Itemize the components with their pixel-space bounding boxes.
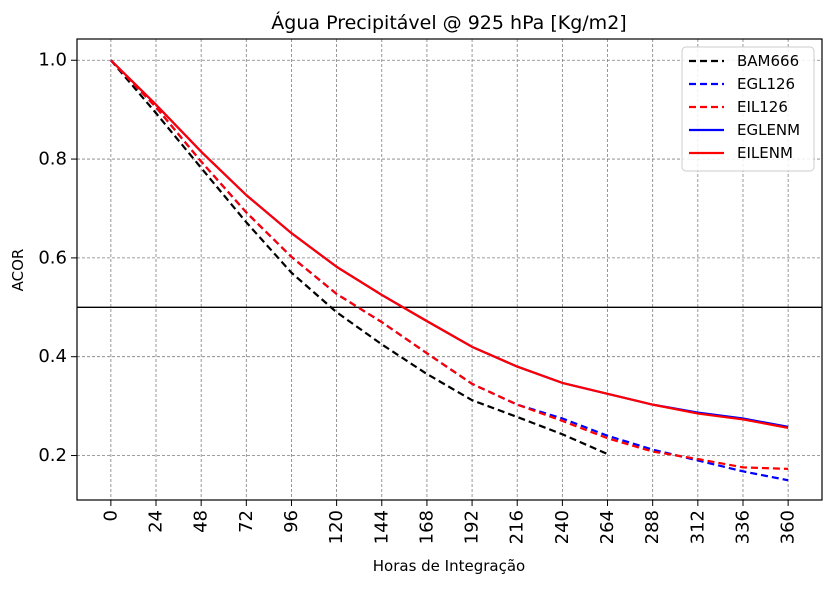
y-tick-label: 0.8	[38, 149, 67, 170]
plot-frame	[76, 38, 823, 501]
x-tick-label: 216	[507, 510, 528, 544]
x-tick-label: 264	[597, 510, 618, 544]
series-line-bam666	[110, 59, 608, 456]
legend-box	[681, 46, 815, 172]
chart-title: Água Precipitável @ 925 hPa [Kg/m2]	[271, 11, 626, 34]
y-tick-label: 0.4	[38, 346, 67, 367]
x-tick-label: 0	[100, 510, 121, 521]
x-tick-label: 360	[778, 510, 799, 544]
x-tick-label: 288	[642, 510, 663, 544]
x-tick-label: 192	[462, 510, 483, 544]
legend-label-eil126: EIL126	[737, 98, 788, 116]
legend-label-eilenm: EILENM	[737, 144, 793, 162]
legend-items: BAM666 EGL126 EIL126 EGLENM EILENM	[689, 52, 800, 162]
x-axis-label: Horas de Integração	[373, 557, 525, 575]
y-tick-label: 0.2	[38, 445, 67, 466]
series-layer	[110, 59, 789, 482]
x-tick-label: 96	[281, 510, 302, 533]
x-tick-label: 312	[687, 510, 708, 544]
y-tick-label: 1.0	[38, 50, 67, 71]
x-tick-label: 24	[146, 510, 167, 533]
y-tick-label: 0.6	[38, 247, 67, 268]
x-tick-label: 120	[326, 510, 347, 544]
y-axis-ticks: 0.2 0.4 0.6 0.8 1.0	[38, 50, 77, 466]
series-line-eilenm	[110, 59, 789, 429]
x-tick-label: 240	[552, 510, 573, 544]
legend-label-eglenm: EGLENM	[737, 121, 800, 139]
x-tick-label: 144	[371, 510, 392, 544]
legend: BAM666 EGL126 EIL126 EGLENM EILENM	[681, 46, 815, 172]
x-tick-label: 48	[191, 510, 212, 533]
x-tick-label: 72	[236, 510, 257, 533]
series-line-eil126	[110, 59, 789, 470]
x-axis-ticks: 0 24 48 72 96 120 144 168 192 216 240 264 288 312 336 3…	[100, 500, 799, 544]
legend-label-egl126: EGL126	[737, 75, 795, 93]
legend-label-bam666: BAM666	[737, 52, 799, 70]
x-tick-label: 336	[732, 510, 753, 544]
y-axis-label: ACOR	[9, 249, 27, 292]
x-tick-label: 168	[416, 510, 437, 544]
